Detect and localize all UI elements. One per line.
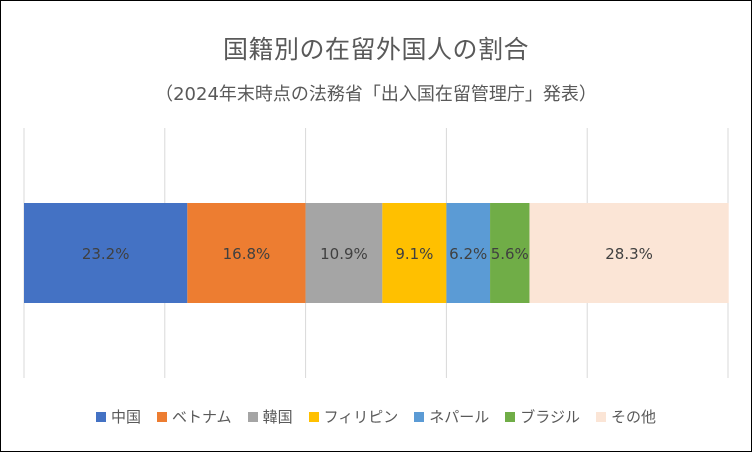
data-label: 9.1% (395, 245, 433, 263)
legend-label: ネパール (429, 408, 490, 426)
legend-item: ベトナム (157, 406, 232, 427)
legend-item: ブラジル (505, 406, 580, 427)
legend-item: その他 (596, 406, 656, 427)
data-label: 6.2% (449, 245, 487, 263)
bar-segment (305, 203, 383, 303)
legend-item: 中国 (95, 406, 141, 427)
legend-label: その他 (611, 408, 657, 426)
chart-subtitle: （2024年末時点の法務省「出入国在留管理庁」発表） (155, 84, 597, 105)
legend-swatch (157, 411, 167, 422)
legend-label: ベトナム (172, 408, 232, 426)
data-label: 10.9% (320, 245, 368, 263)
bar-segment (446, 203, 491, 303)
bar-segment (529, 203, 729, 303)
data-label: 16.8% (223, 245, 271, 263)
legend-swatch (505, 411, 516, 422)
data-label: 28.3% (605, 245, 653, 263)
bar-segment (490, 203, 530, 303)
data-label: 23.2% (82, 245, 130, 263)
legend-swatch (414, 411, 425, 422)
legend-label: 韓国 (262, 408, 293, 426)
legend-swatch (95, 411, 106, 422)
legend-item: フィリピン (308, 406, 399, 427)
legend-item: 韓国 (247, 406, 293, 427)
legend-item: ネパール (414, 406, 489, 427)
bar-segment (382, 203, 447, 303)
legend-label: 中国 (110, 408, 141, 426)
data-label: 5.6% (491, 245, 529, 263)
legend-swatch (247, 411, 258, 422)
legend-label: フィリピン (323, 408, 399, 426)
legend-swatch (596, 411, 606, 422)
legend-swatch (308, 411, 319, 422)
legend-label: ブラジル (520, 408, 580, 426)
bar-segment (24, 203, 188, 303)
bar-segment (187, 203, 306, 303)
chart-legend: 中国 ベトナム 韓国 フィリピン ネパール ブラジル その他 (0, 406, 752, 427)
chart-title: 国籍別の在留外国人の割合 (222, 35, 529, 64)
